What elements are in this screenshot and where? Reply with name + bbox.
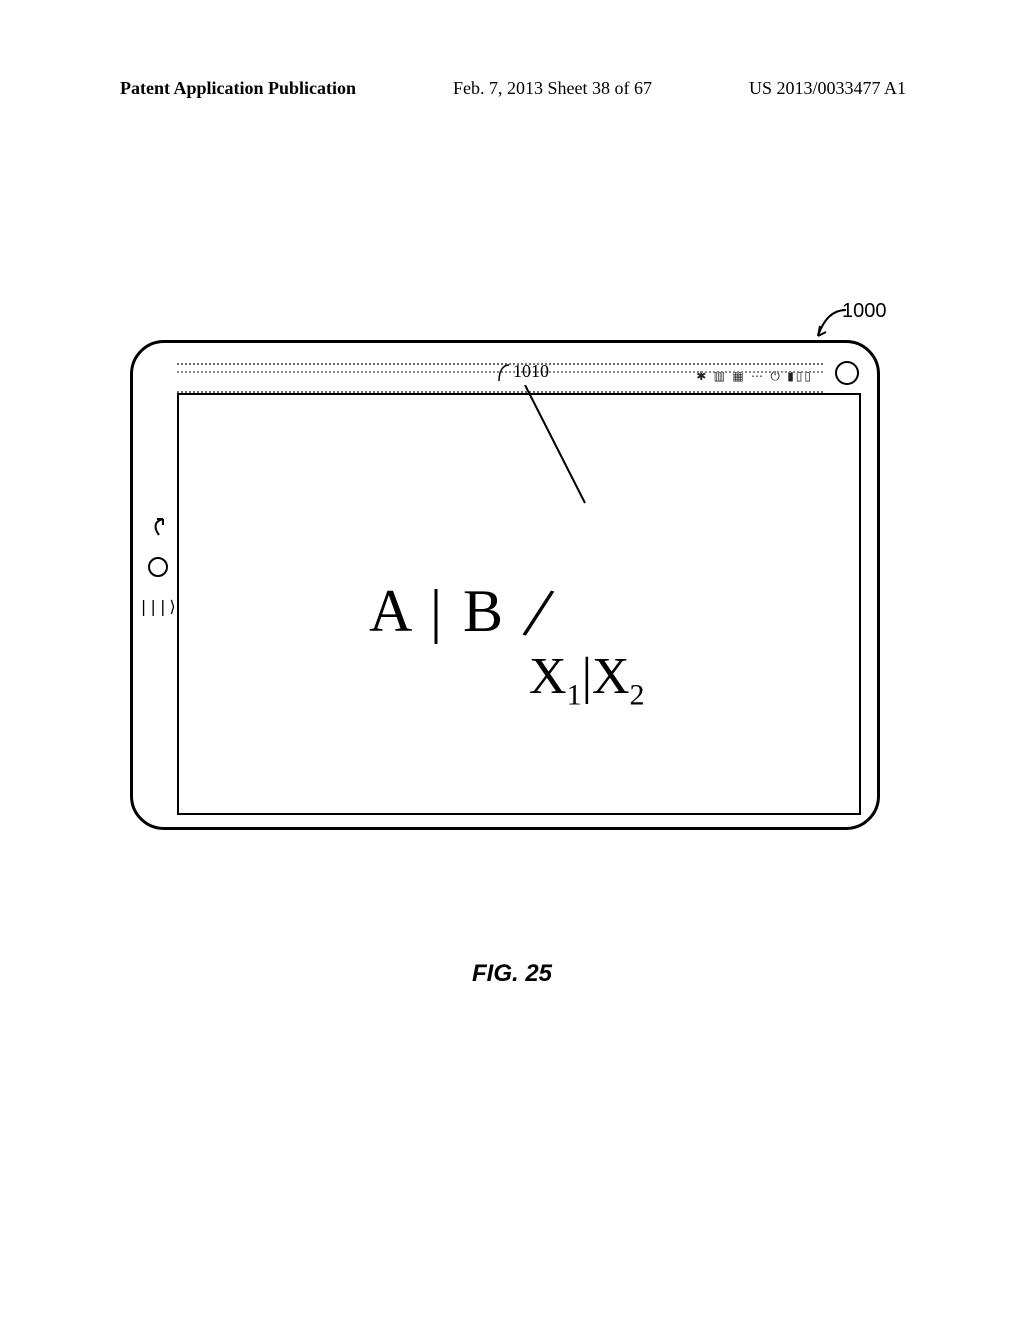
tablet-device: ✱ ▥ ▦ ⋯ ⏻ ▮▯▯ 1010 |||⟩ [130,340,880,830]
header-pub-number: US 2013/0033477 A1 [749,78,906,99]
home-button-icon [148,557,168,577]
expression-x1-x2: X1|X2 [529,647,645,712]
expr-x-separator: | [582,648,592,705]
figure-caption: FIG. 25 [0,960,1024,988]
page-header: Patent Application Publication Feb. 7, 2… [120,78,906,99]
header-date-sheet: Feb. 7, 2013 Sheet 38 of 67 [453,78,652,99]
patent-page: Patent Application Publication Feb. 7, 2… [0,0,1024,1320]
camera-icon [835,361,859,385]
speaker-grill-icon: |||⟩ [139,597,178,616]
slash-annotation-icon: / [518,570,559,657]
tablet-screen: A | B / X1|X2 [177,393,861,815]
expr-x2: X [592,648,630,705]
back-arrow-icon [149,517,167,537]
reference-numeral-1010: 1010 [513,361,549,382]
expr-x1: X [529,648,567,705]
header-publication: Patent Application Publication [120,78,356,99]
expr-a: A [369,578,409,644]
expression-a-b: A | B / [369,565,549,650]
tablet-side-controls: |||⟩ [145,517,171,616]
expr-b: B [463,578,503,644]
status-bar-icons: ✱ ▥ ▦ ⋯ ⏻ ▮▯▯ [696,369,813,384]
leader-hook-1010-icon [495,361,513,385]
expr-x2-sub: 2 [630,678,645,711]
expr-x1-sub: 1 [567,678,582,711]
reference-numeral-1010-text: 1010 [513,361,549,381]
expr-ab-separator: | [424,578,448,644]
